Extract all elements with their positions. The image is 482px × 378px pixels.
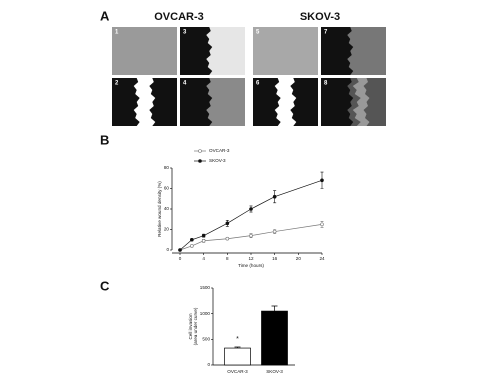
image-tile: [253, 27, 318, 75]
series-line: [179, 179, 323, 251]
x-tick-label: 8: [226, 256, 229, 261]
cell-area: [347, 78, 386, 126]
tile-number: 3: [183, 30, 187, 36]
x-tick-label: 4: [202, 256, 205, 261]
y-tick-label: 1500: [200, 285, 211, 290]
legend-marker: [198, 159, 202, 163]
y-tick-label: 500: [202, 337, 210, 342]
x-tick-label: OVCAR-3: [227, 369, 248, 374]
point: [201, 233, 206, 238]
bar: [261, 310, 288, 366]
legend-marker: [198, 149, 202, 153]
point: [190, 244, 194, 248]
point: [320, 222, 324, 227]
y-tick-label: 1000: [200, 311, 211, 316]
x-tick-label: 20: [296, 256, 302, 261]
cell-area: [206, 78, 245, 126]
tile-number: 6: [256, 81, 260, 87]
point: [190, 237, 194, 242]
x-tick-label: 16: [272, 256, 278, 261]
point: [225, 221, 230, 226]
tile-number: 2: [115, 81, 119, 87]
x-axis-label: Time (hours): [238, 263, 264, 268]
point: [249, 207, 253, 211]
y-tick-label: 0: [166, 247, 169, 252]
y-tick-label: 40: [164, 206, 170, 211]
annotation: *: [236, 336, 239, 343]
point: [249, 233, 253, 238]
tile-number: 1: [115, 30, 119, 36]
group-title: SKOV-3: [300, 11, 340, 23]
bar: [224, 347, 251, 366]
y-axis-label: Relative wound density (%): [157, 181, 162, 237]
error-bar: [271, 305, 278, 312]
panel-label: A: [100, 8, 110, 23]
panel-label: B: [100, 132, 109, 147]
y-tick-label: 80: [164, 165, 170, 170]
panel-label: C: [100, 278, 110, 293]
cell-area: [206, 27, 245, 75]
group-title: OVCAR-3: [154, 11, 204, 23]
y-tick-label: 0: [207, 362, 210, 367]
point: [320, 178, 324, 183]
legend-label: SKOV-3: [209, 158, 226, 163]
point: [272, 229, 277, 234]
tile-number: 8: [324, 81, 328, 87]
y-axis-label: Cell invasion: [188, 313, 193, 339]
legend-label: OVCAR-3: [209, 148, 230, 153]
y-axis-label: (area under curve): [193, 307, 198, 345]
tile-number: 7: [324, 30, 328, 36]
image-tile: [112, 27, 177, 75]
wound-area: [274, 78, 297, 126]
x-tick-label: 0: [179, 256, 182, 261]
y-tick-label: 20: [164, 227, 170, 232]
x-tick-label: 12: [248, 256, 254, 261]
point: [178, 248, 182, 252]
point: [272, 194, 277, 199]
x-tick-label: 24: [319, 256, 325, 261]
point: [201, 238, 206, 243]
x-tick-label: SKOV-3: [266, 369, 283, 374]
wound-area: [133, 78, 156, 126]
point: [225, 236, 230, 241]
tile-number: 5: [256, 30, 260, 36]
y-tick-label: 60: [164, 186, 170, 191]
cell-area: [347, 27, 386, 75]
cell-area: [352, 78, 370, 126]
tile-number: 4: [183, 81, 187, 87]
